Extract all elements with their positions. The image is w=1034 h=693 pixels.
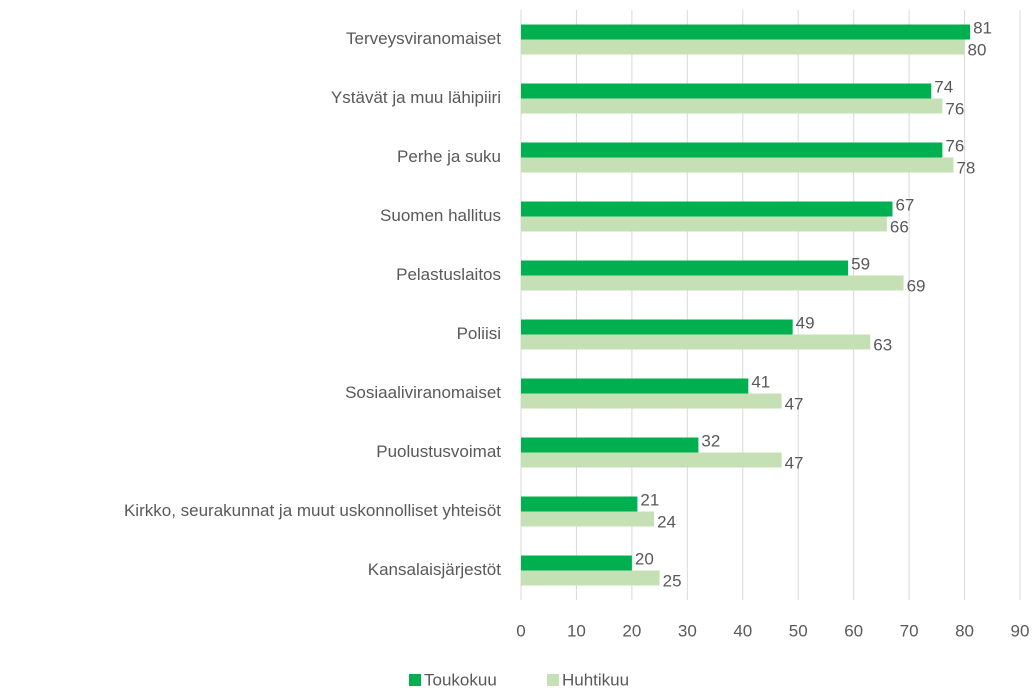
data-label: 32 <box>701 431 720 450</box>
data-label: 81 <box>973 18 992 37</box>
bar <box>521 275 904 291</box>
bar <box>521 157 954 173</box>
bar <box>521 555 632 571</box>
legend-swatch <box>409 674 421 686</box>
bar <box>521 24 971 40</box>
data-label: 74 <box>934 77 953 96</box>
bar <box>521 260 849 276</box>
data-label: 24 <box>657 512 676 531</box>
data-label: 69 <box>907 276 926 295</box>
y-tick-label: Terveysviranomaiset <box>346 29 501 48</box>
x-tick-label: 20 <box>622 621 641 640</box>
bar <box>521 452 782 468</box>
data-label: 63 <box>873 335 892 354</box>
x-tick-label: 90 <box>1011 621 1030 640</box>
bar <box>521 496 638 512</box>
bar <box>521 216 887 232</box>
data-label: 78 <box>956 158 975 177</box>
y-tick-label: Pelastuslaitos <box>396 265 501 284</box>
bar <box>521 201 893 217</box>
y-tick-label: Puolustusvoimat <box>376 442 501 461</box>
bar <box>521 334 871 350</box>
data-label: 80 <box>968 40 987 59</box>
data-label: 76 <box>945 136 964 155</box>
x-tick-label: 80 <box>955 621 974 640</box>
bar <box>521 378 749 394</box>
x-tick-label: 60 <box>844 621 863 640</box>
bar <box>521 437 699 453</box>
data-label: 41 <box>751 372 770 391</box>
x-tick-label: 0 <box>516 621 525 640</box>
y-tick-label: Kirkko, seurakunnat ja muut uskonnollise… <box>124 501 501 520</box>
bar <box>521 39 965 55</box>
data-label: 21 <box>640 490 659 509</box>
data-label: 25 <box>663 571 682 590</box>
legend-swatch <box>547 674 559 686</box>
bar <box>521 570 660 586</box>
legend-label: Huhtikuu <box>562 670 629 689</box>
x-tick-label: 50 <box>789 621 808 640</box>
data-label: 47 <box>785 453 804 472</box>
bar <box>521 393 782 409</box>
y-tick-label: Suomen hallitus <box>380 206 501 225</box>
x-tick-label: 10 <box>567 621 586 640</box>
data-label: 66 <box>890 217 909 236</box>
x-tick-label: 30 <box>678 621 697 640</box>
data-label: 76 <box>945 99 964 118</box>
bar <box>521 511 655 527</box>
data-label: 20 <box>635 549 654 568</box>
bar <box>521 142 943 158</box>
data-label: 59 <box>851 254 870 273</box>
y-tick-label: Sosiaaliviranomaiset <box>345 383 501 402</box>
y-tick-label: Ystävät ja muu lähipiiri <box>331 88 501 107</box>
data-label: 67 <box>895 195 914 214</box>
data-label: 47 <box>785 394 804 413</box>
y-tick-label: Kansalaisjärjestöt <box>368 560 502 579</box>
legend-label: Toukokuu <box>424 670 497 689</box>
y-tick-label: Poliisi <box>457 324 501 343</box>
x-tick-label: 40 <box>733 621 752 640</box>
y-tick-label: Perhe ja suku <box>397 147 501 166</box>
x-tick-label: 70 <box>900 621 919 640</box>
bar <box>521 319 793 335</box>
bar <box>521 83 932 99</box>
bar <box>521 98 943 114</box>
data-label: 49 <box>796 313 815 332</box>
